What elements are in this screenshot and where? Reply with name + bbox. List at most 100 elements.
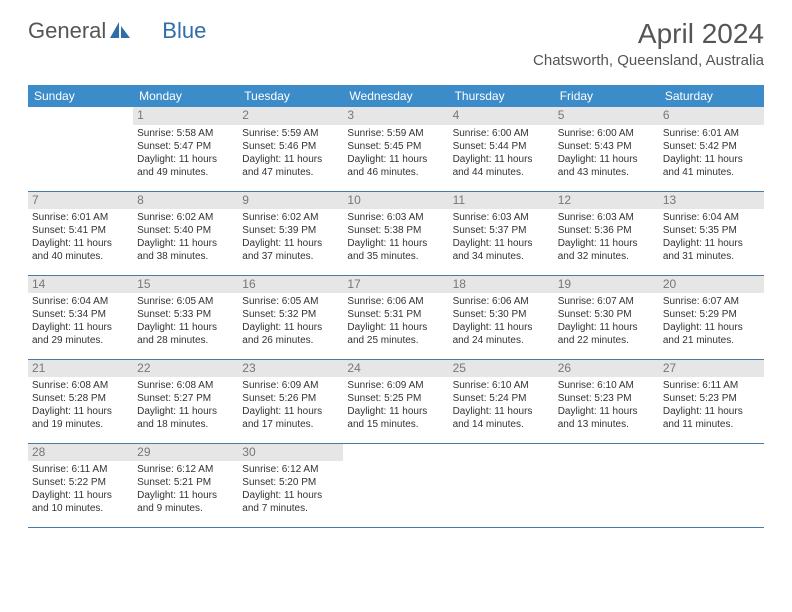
day-header: Sunday <box>28 85 133 107</box>
calendar-cell: 15Sunrise: 6:05 AMSunset: 5:33 PMDayligh… <box>133 275 238 359</box>
day-number: 19 <box>554 276 659 294</box>
calendar-cell: 3Sunrise: 5:59 AMSunset: 5:45 PMDaylight… <box>343 107 448 191</box>
day-number: 20 <box>659 276 764 294</box>
calendar-cell: 11Sunrise: 6:03 AMSunset: 5:37 PMDayligh… <box>449 191 554 275</box>
page-title: April 2024 <box>533 18 764 50</box>
sunrise-line: Sunrise: 6:10 AM <box>453 379 550 392</box>
calendar-cell: 20Sunrise: 6:07 AMSunset: 5:29 PMDayligh… <box>659 275 764 359</box>
sunset-line: Sunset: 5:30 PM <box>453 308 550 321</box>
daylight-line: Daylight: 11 hours and 35 minutes. <box>347 237 444 263</box>
daylight-line: Daylight: 11 hours and 49 minutes. <box>137 153 234 179</box>
daylight-line: Daylight: 11 hours and 31 minutes. <box>663 237 760 263</box>
day-header: Friday <box>554 85 659 107</box>
day-number: 22 <box>133 360 238 378</box>
daylight-line: Daylight: 11 hours and 14 minutes. <box>453 405 550 431</box>
header: General Blue April 2024 Chatsworth, Quee… <box>0 0 792 75</box>
daylight-line: Daylight: 11 hours and 32 minutes. <box>558 237 655 263</box>
sunset-line: Sunset: 5:28 PM <box>32 392 129 405</box>
day-number: 8 <box>133 192 238 210</box>
brand-part2: Blue <box>162 18 206 44</box>
daylight-line: Daylight: 11 hours and 41 minutes. <box>663 153 760 179</box>
day-header: Thursday <box>449 85 554 107</box>
daylight-line: Daylight: 11 hours and 19 minutes. <box>32 405 129 431</box>
day-number: 18 <box>449 276 554 294</box>
day-header: Saturday <box>659 85 764 107</box>
day-number: 28 <box>28 444 133 462</box>
brand-logo: General Blue <box>28 18 206 44</box>
calendar-cell: 2Sunrise: 5:59 AMSunset: 5:46 PMDaylight… <box>238 107 343 191</box>
daylight-line: Daylight: 11 hours and 24 minutes. <box>453 321 550 347</box>
calendar-cell: 6Sunrise: 6:01 AMSunset: 5:42 PMDaylight… <box>659 107 764 191</box>
sunset-line: Sunset: 5:44 PM <box>453 140 550 153</box>
daylight-line: Daylight: 11 hours and 15 minutes. <box>347 405 444 431</box>
day-number: 14 <box>28 276 133 294</box>
calendar-cell: 16Sunrise: 6:05 AMSunset: 5:32 PMDayligh… <box>238 275 343 359</box>
sunrise-line: Sunrise: 6:09 AM <box>242 379 339 392</box>
calendar-cell: 12Sunrise: 6:03 AMSunset: 5:36 PMDayligh… <box>554 191 659 275</box>
day-number: 13 <box>659 192 764 210</box>
day-number: 15 <box>133 276 238 294</box>
calendar-row: 14Sunrise: 6:04 AMSunset: 5:34 PMDayligh… <box>28 275 764 359</box>
sail-icon <box>110 22 132 40</box>
calendar-cell: 28Sunrise: 6:11 AMSunset: 5:22 PMDayligh… <box>28 443 133 527</box>
calendar-cell: 17Sunrise: 6:06 AMSunset: 5:31 PMDayligh… <box>343 275 448 359</box>
daylight-line: Daylight: 11 hours and 26 minutes. <box>242 321 339 347</box>
sunrise-line: Sunrise: 6:07 AM <box>663 295 760 308</box>
sunrise-line: Sunrise: 6:07 AM <box>558 295 655 308</box>
calendar-cell: 24Sunrise: 6:09 AMSunset: 5:25 PMDayligh… <box>343 359 448 443</box>
day-header: Wednesday <box>343 85 448 107</box>
calendar-row: 7Sunrise: 6:01 AMSunset: 5:41 PM Daylight… <box>28 191 764 275</box>
daylight-line: Daylight: 11 hours and 43 minutes. <box>558 153 655 179</box>
day-number: 29 <box>133 444 238 462</box>
calendar-cell: 13Sunrise: 6:04 AMSunset: 5:35 PMDayligh… <box>659 191 764 275</box>
sunrise-line: Sunrise: 6:03 AM <box>558 211 655 224</box>
sunset-line: Sunset: 5:34 PM <box>32 308 129 321</box>
daylight-line: Daylight: 11 hours and 46 minutes. <box>347 153 444 179</box>
calendar-row: 1Sunrise: 5:58 AMSunset: 5:47 PMDaylight… <box>28 107 764 191</box>
calendar-cell: 21Sunrise: 6:08 AMSunset: 5:28 PMDayligh… <box>28 359 133 443</box>
day-number: 3 <box>343 107 448 125</box>
daylight-line: Daylight: 11 hours and 17 minutes. <box>242 405 339 431</box>
sunset-line: Sunset: 5:26 PM <box>242 392 339 405</box>
sunrise-line: Sunrise: 6:08 AM <box>137 379 234 392</box>
location-text: Chatsworth, Queensland, Australia <box>533 52 764 69</box>
sunrise-line: Sunrise: 6:09 AM <box>347 379 444 392</box>
sunset-line: Sunset: 5:21 PM <box>137 476 234 489</box>
calendar-cell: 5Sunrise: 6:00 AMSunset: 5:43 PMDaylight… <box>554 107 659 191</box>
day-number: 23 <box>238 360 343 378</box>
sunset-line: Sunset: 5:20 PM <box>242 476 339 489</box>
sunset-line: Sunset: 5:45 PM <box>347 140 444 153</box>
sunrise-line: Sunrise: 6:00 AM <box>558 127 655 140</box>
calendar-cell <box>554 443 659 527</box>
day-number: 30 <box>238 444 343 462</box>
sunset-line: Sunset: 5:25 PM <box>347 392 444 405</box>
day-number: 7 <box>28 192 133 210</box>
daylight-line: Daylight: 11 hours and 21 minutes. <box>663 321 760 347</box>
calendar-cell: 7Sunrise: 6:01 AMSunset: 5:41 PMDaylight… <box>28 191 133 275</box>
sunrise-line: Sunrise: 5:59 AM <box>242 127 339 140</box>
day-number: 6 <box>659 107 764 125</box>
sunrise-line: Sunrise: 6:01 AM <box>32 211 129 224</box>
sunset-line: Sunset: 5:27 PM <box>137 392 234 405</box>
daylight-line: Daylight: 11 hours and 22 minutes. <box>558 321 655 347</box>
sunset-line: Sunset: 5:46 PM <box>242 140 339 153</box>
day-number: 12 <box>554 192 659 210</box>
day-number: 4 <box>449 107 554 125</box>
sunrise-line: Sunrise: 6:06 AM <box>347 295 444 308</box>
calendar-cell: 9Sunrise: 6:02 AMSunset: 5:39 PMDaylight… <box>238 191 343 275</box>
calendar-cell: 19Sunrise: 6:07 AMSunset: 5:30 PMDayligh… <box>554 275 659 359</box>
sunrise-line: Sunrise: 6:12 AM <box>137 463 234 476</box>
sunset-line: Sunset: 5:41 PM <box>32 224 129 237</box>
calendar-cell: 14Sunrise: 6:04 AMSunset: 5:34 PMDayligh… <box>28 275 133 359</box>
daylight-line: Daylight: 11 hours and 44 minutes. <box>453 153 550 179</box>
day-number: 25 <box>449 360 554 378</box>
day-number: 27 <box>659 360 764 378</box>
sunset-line: Sunset: 5:22 PM <box>32 476 129 489</box>
day-number: 5 <box>554 107 659 125</box>
sunrise-line: Sunrise: 6:03 AM <box>453 211 550 224</box>
sunrise-line: Sunrise: 6:05 AM <box>242 295 339 308</box>
calendar-cell <box>659 443 764 527</box>
sunrise-line: Sunrise: 6:12 AM <box>242 463 339 476</box>
calendar-cell: 27Sunrise: 6:11 AMSunset: 5:23 PMDayligh… <box>659 359 764 443</box>
sunrise-line: Sunrise: 6:06 AM <box>453 295 550 308</box>
